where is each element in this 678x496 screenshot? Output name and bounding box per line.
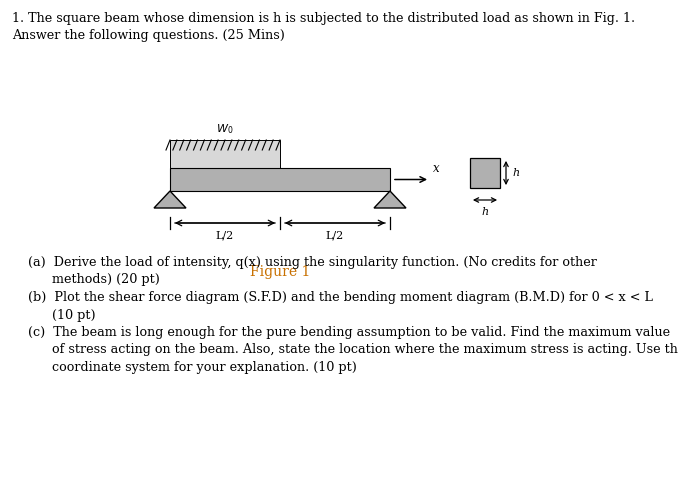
Text: L/2: L/2	[326, 231, 344, 241]
Bar	[170, 168, 390, 191]
Bar	[470, 158, 500, 188]
Text: coordinate system for your explanation. (10 pt): coordinate system for your explanation. …	[28, 361, 357, 374]
Text: (b)  Plot the shear force diagram (S.F.D) and the bending moment diagram (B.M.D): (b) Plot the shear force diagram (S.F.D)…	[28, 291, 653, 304]
Text: $W_0$: $W_0$	[216, 122, 234, 136]
Text: h: h	[512, 168, 519, 178]
Text: h: h	[481, 207, 489, 217]
Text: (10 pt): (10 pt)	[28, 309, 96, 321]
Text: methods) (20 pt): methods) (20 pt)	[28, 273, 160, 287]
Text: Answer the following questions. (25 Mins): Answer the following questions. (25 Mins…	[12, 29, 285, 42]
Text: of stress acting on the beam. Also, state the location where the maximum stress : of stress acting on the beam. Also, stat…	[28, 344, 678, 357]
Text: (a)  Derive the load of intensity, q(x) using the singularity function. (No cred: (a) Derive the load of intensity, q(x) u…	[28, 256, 597, 269]
Text: Figure 1: Figure 1	[250, 265, 311, 279]
Text: (c)  The beam is long enough for the pure bending assumption to be valid. Find t: (c) The beam is long enough for the pure…	[28, 326, 670, 339]
Text: x: x	[433, 163, 439, 176]
Bar	[170, 140, 280, 168]
Text: 1. The square beam whose dimension is h is subjected to the distributed load as : 1. The square beam whose dimension is h …	[12, 12, 635, 25]
Polygon shape	[374, 191, 406, 208]
Text: L/2: L/2	[216, 231, 234, 241]
Polygon shape	[154, 191, 186, 208]
